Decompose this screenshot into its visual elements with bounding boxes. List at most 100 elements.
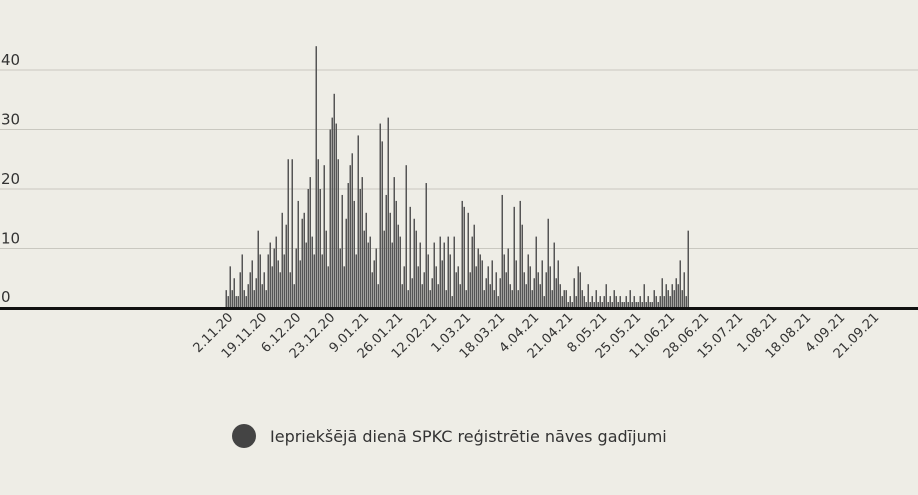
bar [565,290,567,308]
bar [657,302,659,308]
bar [333,93,335,308]
bar [483,290,485,308]
bar [487,266,489,308]
bar [443,242,445,308]
bar [529,266,531,308]
bar [619,296,621,308]
bar [645,302,647,308]
bar [271,266,273,308]
bar [533,278,535,308]
bar [457,266,459,308]
bar [555,278,557,308]
bar [267,254,269,308]
bar [677,284,679,308]
bar [649,302,651,308]
bar [281,212,283,308]
bar [549,266,551,308]
bar [615,296,617,308]
bar [303,212,305,308]
bar [421,284,423,308]
bar [527,254,529,308]
bar [339,248,341,308]
bar [559,284,561,308]
bar [653,290,655,308]
bar [269,242,271,308]
bar [585,302,587,308]
bar [393,177,395,308]
bar [407,290,409,308]
bar [511,290,513,308]
bar [277,260,279,308]
bar [635,302,637,308]
bar [473,224,475,308]
bar [353,200,355,308]
bar [371,272,373,308]
bar [471,236,473,308]
bar [463,206,465,308]
bar [667,290,669,308]
bar [641,302,643,308]
legend: Iepriekšējā dienā SPKC reģistrētie nāves… [232,424,667,448]
bar [423,272,425,308]
bar [397,224,399,308]
bar [319,189,321,308]
bar [329,129,331,308]
legend-swatch [232,424,256,448]
bar [401,284,403,308]
bar [489,284,491,308]
bar [311,236,313,308]
bar [493,290,495,308]
bar [561,296,563,308]
bar [599,296,601,308]
bar [679,260,681,308]
bar [451,296,453,308]
bar [387,117,389,308]
bar [373,260,375,308]
bar [459,284,461,308]
bar [245,296,247,308]
y-tick-label: 10 [1,230,20,248]
bar [577,266,579,308]
bar [285,224,287,308]
bar [297,200,299,308]
bar [445,290,447,308]
bar [391,242,393,308]
bar [573,278,575,308]
bar [257,230,259,308]
bar [481,260,483,308]
bar [435,266,437,308]
bar [431,278,433,308]
bar [437,284,439,308]
bar [235,296,237,308]
bar [597,302,599,308]
bar [255,278,257,308]
bar [617,302,619,308]
bar [605,284,607,308]
bar [415,230,417,308]
bar [309,177,311,308]
bar [613,290,615,308]
bar [523,272,525,308]
bar [377,284,379,308]
bar [633,296,635,308]
bar [671,284,673,308]
bar [439,236,441,308]
bar [363,230,365,308]
bar [275,236,277,308]
bar [247,284,249,308]
bar [475,266,477,308]
bar [233,278,235,308]
bar [253,290,255,308]
bar [495,272,497,308]
bar [575,296,577,308]
bar [299,260,301,308]
bar [685,296,687,308]
bar [537,272,539,308]
bar [517,290,519,308]
bar [659,296,661,308]
bar [355,254,357,308]
bar [379,123,381,308]
bar [295,248,297,308]
bar [449,254,451,308]
